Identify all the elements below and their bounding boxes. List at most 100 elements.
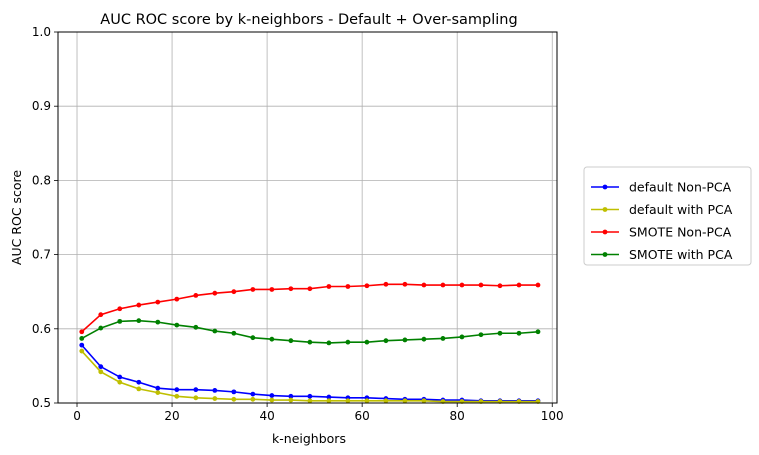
y-tick-label: 0.7 — [32, 248, 51, 262]
data-point — [155, 299, 161, 305]
series-2 — [79, 281, 541, 335]
data-point — [117, 379, 123, 385]
data-point — [98, 325, 104, 331]
data-point — [478, 282, 484, 288]
data-point — [288, 393, 294, 399]
series-line — [81, 344, 538, 402]
data-point — [231, 389, 237, 395]
legend: default Non-PCA default with PCA SMOTE Non… — [583, 166, 752, 266]
data-point — [383, 338, 389, 344]
y-axis: 0.5 0.6 0.7 0.8 0.9 1.0 — [32, 25, 58, 410]
data-point — [117, 318, 123, 324]
chart-title: AUC ROC score by k-neighbors - Default +… — [100, 12, 517, 28]
data-point — [307, 286, 313, 292]
data-point — [497, 283, 503, 289]
data-point — [155, 390, 161, 396]
data-point — [402, 337, 408, 343]
data-point — [421, 398, 427, 404]
data-point — [364, 283, 370, 289]
data-point — [193, 387, 199, 393]
data-point — [326, 340, 332, 346]
data-point — [212, 396, 218, 401]
legend-marker — [602, 252, 608, 257]
data-point — [136, 379, 142, 385]
data-point — [193, 395, 199, 401]
data-point — [136, 302, 142, 308]
data-point — [98, 312, 104, 318]
data-point — [136, 386, 142, 392]
data-point — [117, 306, 123, 312]
data-point — [250, 287, 256, 292]
data-point — [269, 336, 275, 342]
data-point — [250, 391, 256, 397]
data-point — [497, 330, 503, 336]
series-line — [81, 283, 538, 333]
y-tick-label: 1.0 — [32, 25, 51, 39]
data-point — [193, 293, 199, 298]
x-tick-label: 20 — [164, 409, 179, 423]
legend-label: SMOTE Non-PCA — [629, 225, 732, 240]
data-point — [288, 286, 294, 292]
data-point — [516, 282, 522, 288]
y-tick-label: 0.9 — [32, 99, 51, 113]
data-point — [402, 398, 408, 404]
series-0 — [79, 342, 541, 404]
x-tick-label: 80 — [450, 409, 465, 423]
data-point — [326, 394, 332, 400]
data-point — [117, 374, 123, 380]
series-line — [81, 319, 539, 344]
x-tick-label: 60 — [355, 409, 370, 423]
data-point — [345, 284, 351, 289]
legend-marker — [602, 184, 608, 190]
data-point — [459, 334, 465, 340]
plot-frame — [57, 31, 558, 404]
data-point — [231, 396, 237, 402]
data-point — [174, 296, 180, 302]
data-point — [250, 335, 256, 341]
data-point — [79, 348, 85, 354]
data-point — [79, 342, 85, 348]
series-3 — [79, 318, 541, 346]
data-point — [440, 336, 446, 341]
data-point — [307, 393, 313, 399]
legend-label: default with PCA — [629, 202, 733, 217]
grid — [58, 31, 557, 404]
data-point — [212, 387, 218, 393]
x-axis-label: k-neighbors — [272, 431, 346, 446]
y-tick-label: 0.8 — [32, 173, 51, 187]
data-point — [535, 329, 541, 335]
data-point — [421, 336, 427, 342]
data-point — [193, 324, 199, 330]
x-tick-label: 40 — [259, 409, 274, 423]
data-point — [231, 289, 237, 295]
data-point — [136, 318, 142, 324]
data-point — [459, 282, 465, 288]
data-point — [307, 398, 313, 404]
x-tick-label: 0 — [73, 409, 81, 423]
legend-marker — [602, 207, 608, 212]
data-point — [288, 397, 294, 403]
legend-item: SMOTE Non-PCA — [591, 225, 732, 240]
data-point — [288, 338, 294, 344]
y-tick-label: 0.5 — [32, 396, 51, 410]
data-point — [155, 319, 161, 325]
data-point — [231, 330, 237, 336]
data-point — [269, 287, 275, 292]
y-axis-label: AUC ROC score — [9, 170, 24, 266]
data-point — [174, 393, 180, 399]
data-point — [79, 336, 85, 341]
legend-label: default Non-PCA — [629, 180, 732, 195]
data-point — [402, 281, 408, 287]
data-point — [98, 369, 104, 375]
data-point — [364, 339, 370, 345]
data-point — [98, 364, 104, 370]
data-point — [440, 282, 446, 288]
legend-item: SMOTE with PCA — [591, 247, 733, 262]
data-point — [326, 284, 332, 289]
series-layer — [79, 281, 541, 404]
data-point — [269, 397, 275, 403]
data-point — [421, 282, 427, 288]
data-point — [383, 398, 389, 404]
data-point — [307, 339, 313, 345]
